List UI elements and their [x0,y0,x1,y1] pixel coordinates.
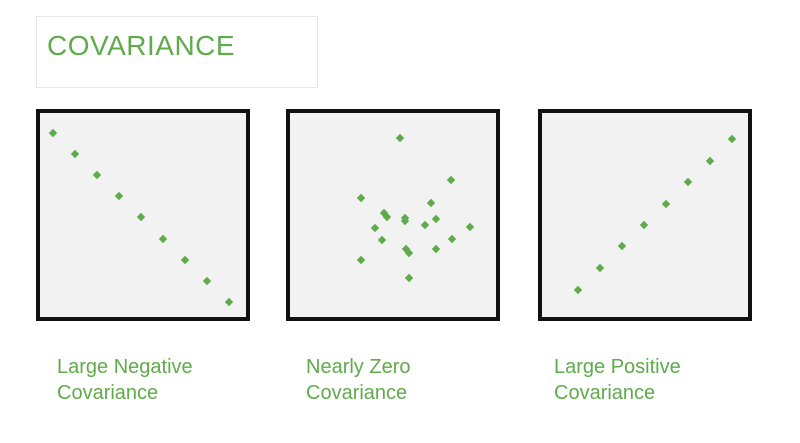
panel-negative [36,109,250,321]
scatter-negative [48,128,234,307]
scatter-point [447,234,457,244]
scatter-point [136,212,146,222]
scatter-point [114,191,124,201]
scatter-point [370,223,380,233]
caption-negative-line1: Large Negative [57,356,193,378]
scatter-positive [573,134,737,295]
scatter-zero [356,133,475,283]
scatter-point [382,212,392,222]
scatter-point [158,234,168,244]
scatter-point [573,285,583,295]
scatter-point [180,255,190,265]
title-box: COVARIANCE [36,16,318,88]
scatter-point [202,276,212,286]
caption-positive-line2: Covariance [554,382,656,404]
scatter-point [379,208,389,218]
page-title: COVARIANCE [47,30,236,61]
caption-positive-line1: Large Positive [554,356,681,378]
panel-zero [286,109,500,321]
scatter-point [683,177,693,187]
scatter-point [420,220,430,230]
caption-zero-line1: Nearly Zero [306,356,411,378]
scatter-point [465,222,475,232]
scatter-point [404,273,414,283]
caption-negative: Large Negative Covariance [57,354,193,406]
scatter-point [92,170,102,180]
scatter-point [446,175,456,185]
scatter-point [727,134,737,144]
scatter-point [661,199,671,209]
scatter-point [617,241,627,251]
scatter-point [431,214,441,224]
scatter-point [395,133,405,143]
panel-positive [538,109,752,321]
scatter-point [356,193,366,203]
scatter-point [401,244,411,254]
scatter-point [48,128,58,138]
caption-zero-line2: Covariance [306,382,408,404]
scatter-point [595,263,605,273]
caption-negative-line2: Covariance [57,382,159,404]
scatter-point [70,149,80,159]
scatter-point [639,220,649,230]
caption-zero: Nearly Zero Covariance [306,354,410,406]
scatter-point [224,297,234,307]
scatter-point [705,156,715,166]
scatter-point [431,244,441,254]
caption-positive: Large Positive Covariance [554,354,681,406]
scatter-point [377,235,387,245]
scatter-point [400,216,410,226]
scatter-point [356,255,366,265]
scatter-point [426,198,436,208]
